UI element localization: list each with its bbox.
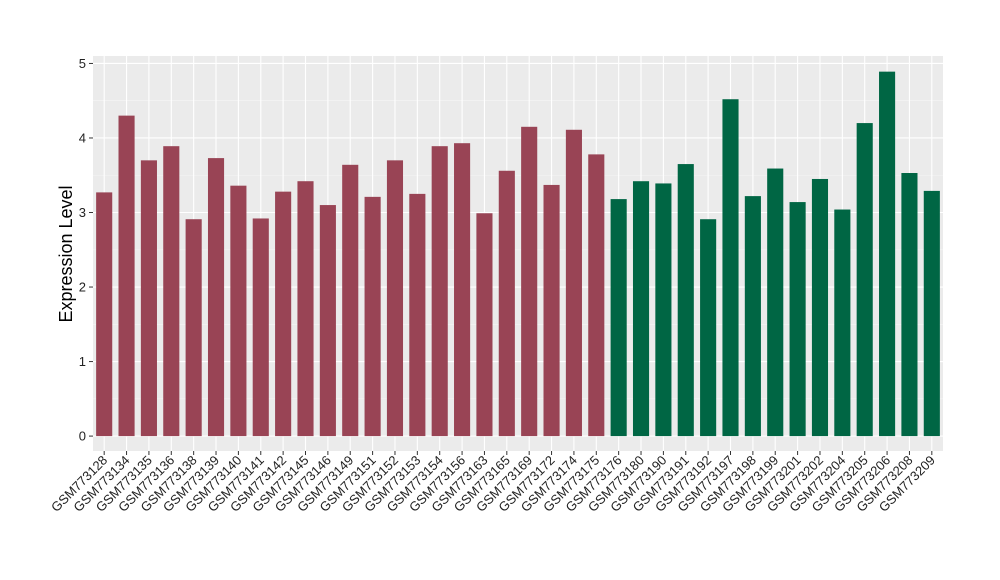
y-tick-label: 5 [79,56,86,71]
bar-GSM773138 [185,219,202,437]
bars-group [96,71,940,437]
bar-GSM773180 [632,181,650,437]
bar-GSM773139 [207,158,225,437]
bar-GSM773135 [140,160,157,437]
bar-GSM773165 [498,170,515,437]
bar-GSM773151 [364,196,381,437]
bar-GSM773134 [118,115,135,437]
bar-GSM773197 [722,99,739,437]
bar-GSM773174 [565,129,582,437]
bar-GSM773202 [811,178,829,437]
bar-GSM773154 [431,146,448,437]
bar-GSM773176 [610,199,627,437]
bar-GSM773142 [275,191,292,437]
y-tick-label: 1 [79,354,86,369]
bar-GSM773153 [409,193,426,437]
bar-GSM773191 [677,164,694,437]
bar-GSM773206 [879,71,896,437]
y-tick-label: 0 [79,429,86,444]
bar-GSM773201 [789,202,806,437]
bar-GSM773149 [342,164,359,437]
bar-GSM773198 [744,196,761,437]
bar-GSM773152 [386,160,404,437]
bar-GSM773208 [901,173,918,437]
y-axis-title: Expression Level [56,185,76,322]
bar-GSM773190 [655,183,672,437]
y-tick-label: 3 [79,205,86,220]
bar-GSM773128 [96,192,113,437]
bar-GSM773192 [700,219,717,437]
y-axis: 0 1 2 3 4 5 [79,56,93,444]
bar-GSM773175 [588,154,605,437]
bar-GSM773205 [856,123,873,437]
bar-GSM773209 [923,190,940,437]
bar-GSM773199 [767,168,784,437]
bar-GSM773140 [230,185,247,437]
bar-GSM773136 [163,146,180,437]
bar-GSM773169 [521,126,538,437]
bar-GSM773172 [543,184,560,437]
bar-GSM773163 [476,213,493,437]
y-tick-label: 2 [79,280,86,295]
y-tick-label: 4 [79,130,86,145]
bar-GSM773204 [834,209,851,437]
x-axis: GSM773128GSM773134GSM773135GSM773136GSM7… [48,451,938,515]
bar-GSM773141 [252,218,269,437]
bar-GSM773156 [454,143,471,437]
bar-GSM773145 [297,181,314,437]
bar-GSM773146 [319,205,336,437]
